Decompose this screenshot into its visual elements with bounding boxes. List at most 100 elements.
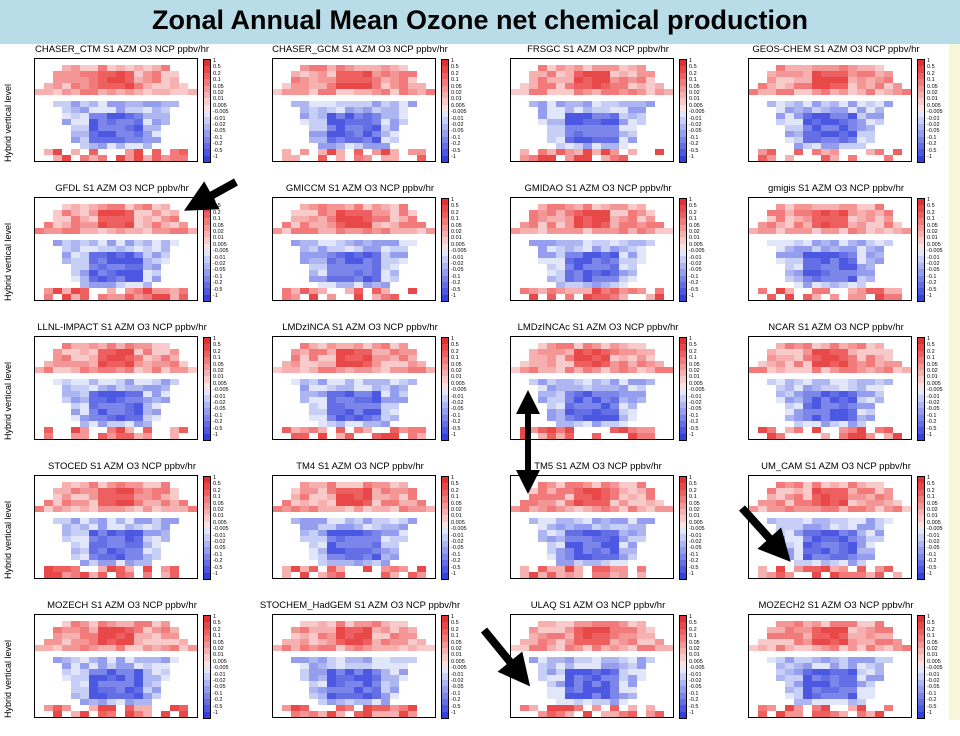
heatmap-cell — [143, 560, 152, 566]
heatmap-cell — [80, 669, 89, 675]
heatmap-cell — [601, 282, 610, 288]
colorbar-swatch — [918, 679, 924, 687]
heatmap-cell — [188, 506, 197, 512]
heatmap-cell — [71, 204, 80, 210]
colorbar-label: -0.005 — [927, 387, 943, 394]
heatmap-cell — [107, 663, 116, 669]
heatmap-cell — [336, 403, 345, 409]
heatmap-cell — [399, 488, 408, 494]
heatmap-cell — [848, 288, 857, 294]
colorbar-label: -0.2 — [927, 419, 937, 426]
heatmap-cell — [574, 572, 583, 578]
colorbar-swatch — [442, 427, 448, 434]
heatmap-cell — [107, 506, 116, 512]
heatmap-cell — [821, 391, 830, 397]
heatmap-cell — [875, 216, 884, 222]
panel-title: gmigis S1 AZM O3 NCP ppbv/hr — [767, 183, 905, 194]
heatmap-cell — [125, 131, 134, 137]
heatmap-cell — [300, 518, 309, 524]
colorbar-label: -0.02 — [689, 678, 702, 684]
heatmap-cell — [538, 657, 547, 663]
heatmap-cell — [821, 252, 830, 258]
heatmap-cell — [161, 621, 170, 627]
heatmap-cell — [556, 711, 565, 717]
heatmap-cell — [628, 258, 637, 264]
heatmap-cell — [637, 65, 646, 71]
heatmap-cell — [143, 264, 152, 270]
colorbar-label: 0.05 — [927, 83, 938, 90]
heatmap-cell — [556, 675, 565, 681]
heatmap-cell — [785, 113, 794, 119]
heatmap-cell — [821, 83, 830, 89]
colorbar-label: 1 — [927, 614, 931, 620]
heatmap-cell — [381, 421, 390, 427]
heatmap-cell — [812, 210, 821, 216]
heatmap-cell — [116, 554, 125, 560]
heatmap-cell — [556, 488, 565, 494]
colorbar-label: -0.5 — [213, 286, 223, 293]
heatmap-cell — [857, 361, 866, 367]
colorbar-swatch — [204, 357, 210, 364]
heatmap-cell — [857, 119, 866, 125]
heatmap-cell — [556, 518, 565, 524]
heatmap-cell — [381, 252, 390, 258]
heatmap-cell — [875, 494, 884, 500]
heatmap-cell — [381, 518, 390, 524]
heatmap-cell — [170, 222, 179, 228]
heatmap-cell — [821, 379, 830, 385]
colorbar-label: -0.1 — [213, 412, 223, 419]
heatmap-cell — [812, 89, 821, 95]
heatmap-cell — [785, 409, 794, 415]
heatmap-cell — [300, 222, 309, 228]
heatmap-cell — [839, 101, 848, 107]
heatmap-cell — [152, 210, 161, 216]
heatmap-cell — [646, 657, 655, 663]
heatmap-cell — [107, 560, 116, 566]
heatmap-cell — [372, 693, 381, 699]
colorbar-swatch — [680, 142, 686, 150]
heatmap-cell — [152, 258, 161, 264]
heatmap-cell — [125, 403, 134, 409]
heatmap-cell — [875, 355, 884, 361]
heatmap-cell — [327, 391, 336, 397]
heatmap-cell — [839, 409, 848, 415]
heatmap-cell — [610, 681, 619, 687]
heatmap-cell — [592, 639, 601, 645]
colorbar-swatch — [204, 123, 210, 131]
heatmap-cell — [803, 500, 812, 506]
heatmap-cell — [354, 77, 363, 83]
colorbar-swatch — [680, 420, 686, 428]
heatmap-cell — [134, 137, 143, 143]
colorbar-label: -0.02 — [213, 261, 226, 267]
heatmap-cell — [839, 669, 848, 675]
heatmap-cell — [318, 530, 327, 536]
heatmap-cell — [372, 675, 381, 681]
heatmap-cell — [556, 89, 565, 95]
heatmap-cell — [98, 89, 107, 95]
heatmap-cell — [830, 119, 839, 125]
heatmap-cell — [318, 494, 327, 500]
colorbar-swatch — [918, 427, 924, 434]
heatmap-cell — [547, 639, 556, 645]
heatmap-cell — [345, 669, 354, 675]
heatmap-cell — [62, 530, 71, 536]
heatmap-cell — [318, 222, 327, 228]
heatmap-cell — [345, 137, 354, 143]
colorbar-label: 0.05 — [927, 500, 938, 507]
heatmap-cell — [161, 240, 170, 246]
colorbar-label: 1 — [451, 336, 455, 342]
colorbar-swatch — [918, 647, 924, 655]
heatmap-cell — [767, 83, 776, 89]
heatmap-cell — [80, 482, 89, 488]
heatmap-cell — [803, 554, 812, 560]
heatmap-cell — [143, 282, 152, 288]
heatmap-cell — [134, 89, 143, 95]
colorbar-label: -1 — [927, 432, 932, 438]
heatmap-cell — [758, 572, 767, 578]
heatmap-cell — [161, 536, 170, 542]
heatmap-cell — [529, 155, 538, 161]
heatmap-cell — [327, 560, 336, 566]
colorbar-label: -0.005 — [927, 665, 943, 672]
heatmap-cell — [628, 355, 637, 361]
heatmap-cell — [80, 639, 89, 645]
